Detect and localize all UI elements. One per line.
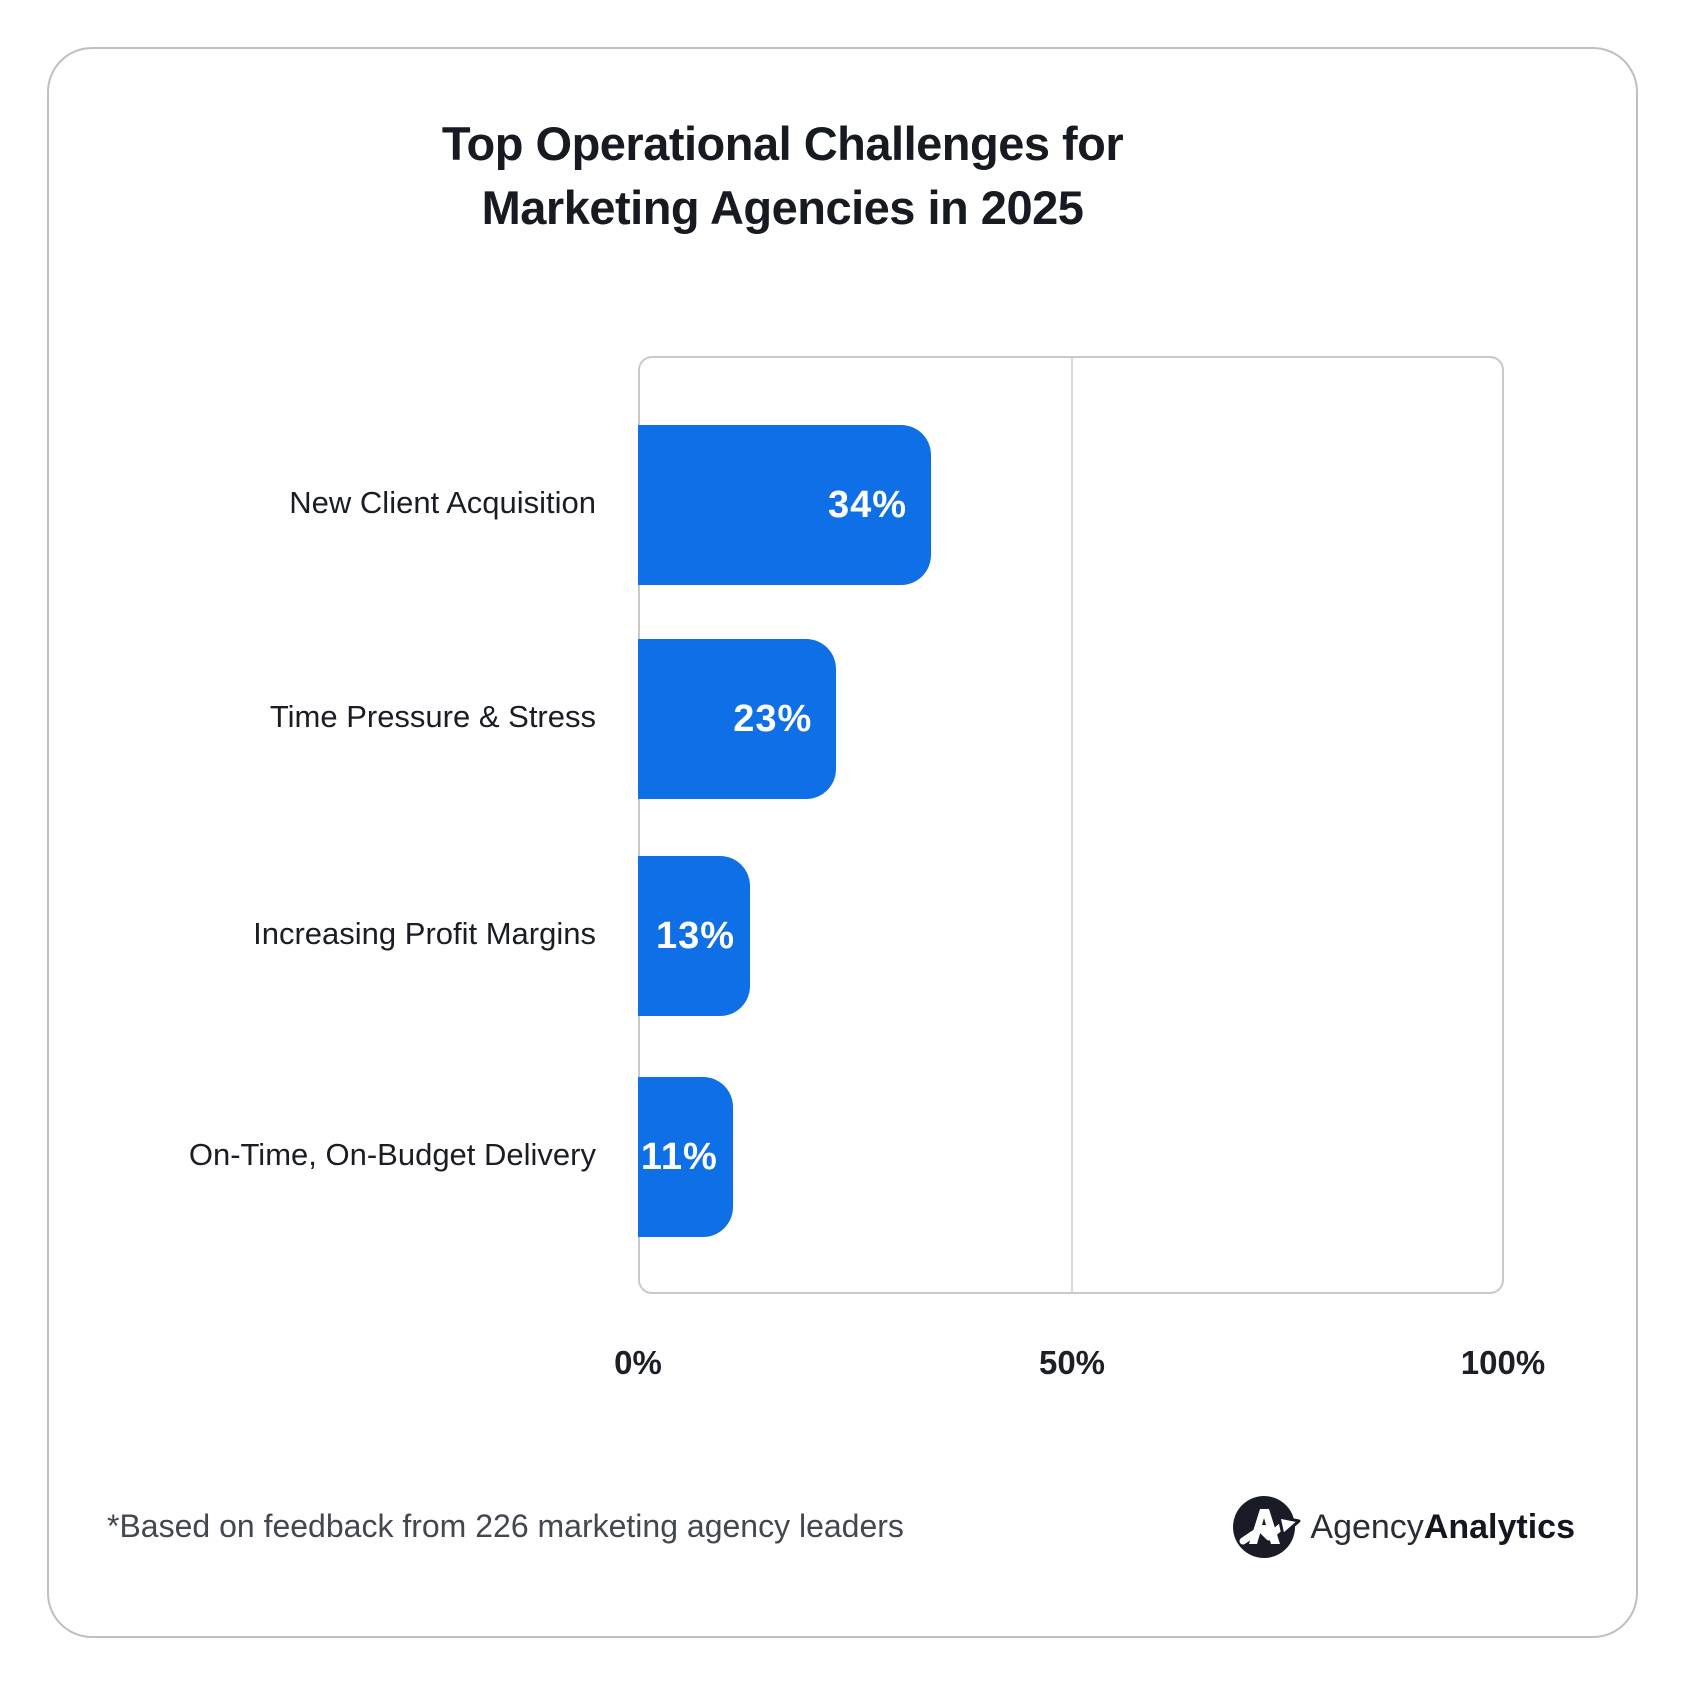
value-label: 23% [733,697,813,740]
bar-increasing-profit-margins: 13% [638,856,751,1016]
chart-title-line-2: Marketing Agencies in 2025 [481,181,1084,234]
bar-new-client-acquisition: 34% [638,425,932,585]
category-label-time-pressure-stress: Time Pressure & Stress [269,699,596,734]
category-label-on-time-on-budget-delivery: On-Time, On-Budget Delivery [188,1137,596,1172]
agency-analytics-icon [1233,1496,1301,1558]
category-label-new-client-acquisition: New Client Acquisition [289,485,596,520]
x-axis-tick-50: 50% [1038,1344,1106,1381]
bar-time-pressure-stress: 23% [638,639,837,799]
plot-area: 34% 23% 13% 11% [638,356,1504,1294]
gridline-50-percent [1071,358,1073,1292]
brand-name: AgencyAnalytics [1310,1508,1575,1547]
x-axis-tick-100: 100% [1460,1344,1546,1381]
brand-name-analytics: Analytics [1423,1507,1575,1546]
category-label-increasing-profit-margins: Increasing Profit Margins [253,916,596,951]
brand-name-agency: Agency [1310,1507,1424,1546]
brand-logo: AgencyAnalytics [1231,1494,1575,1560]
value-label: 11% [640,1135,718,1178]
chart-title-line-1: Top Operational Challenges for [441,117,1124,170]
value-label: 13% [655,914,736,957]
value-label: 34% [828,483,908,526]
chart-title: Top Operational Challenges for Marketing… [60,112,1505,240]
bar-on-time-on-budget-delivery: 11% [638,1077,733,1237]
x-axis-tick-0: 0% [614,1344,662,1381]
source-note: *Based on feedback from 226 marketing ag… [107,1508,904,1544]
